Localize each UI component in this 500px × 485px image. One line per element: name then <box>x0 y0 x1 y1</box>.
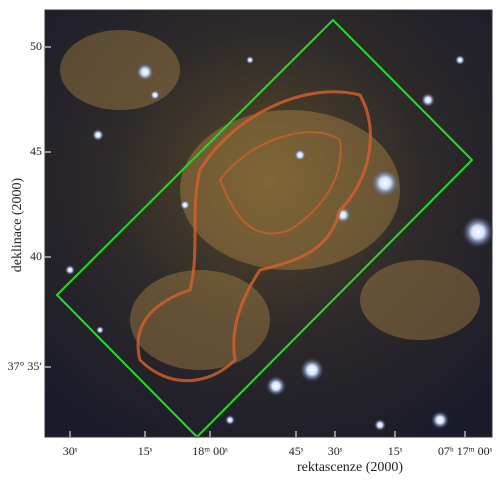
x-tick-label: 45ˢ <box>289 444 304 458</box>
x-tick-label: 07ʰ 17ᵐ 00ˢ <box>438 444 493 458</box>
y-tick-label: 50 <box>30 39 42 53</box>
y-axis-label: deklinace (2000) <box>10 177 25 272</box>
y-tick-label: 37° 35′ <box>8 359 43 373</box>
x-tick-label: 30ˢ <box>328 444 343 458</box>
x-tick-label: 15ˢ <box>138 444 153 458</box>
sky-image <box>45 10 494 439</box>
y-tick-label: 45 <box>30 144 42 158</box>
x-tick-label: 18ᵐ 00ˢ <box>192 444 228 458</box>
x-tick-label: 30ˢ <box>63 444 78 458</box>
x-axis-label: rektascenze (2000) <box>297 460 403 475</box>
x-tick-label: 15ˢ <box>388 444 403 458</box>
y-tick-label: 40 <box>30 249 42 263</box>
frame <box>44 9 493 438</box>
